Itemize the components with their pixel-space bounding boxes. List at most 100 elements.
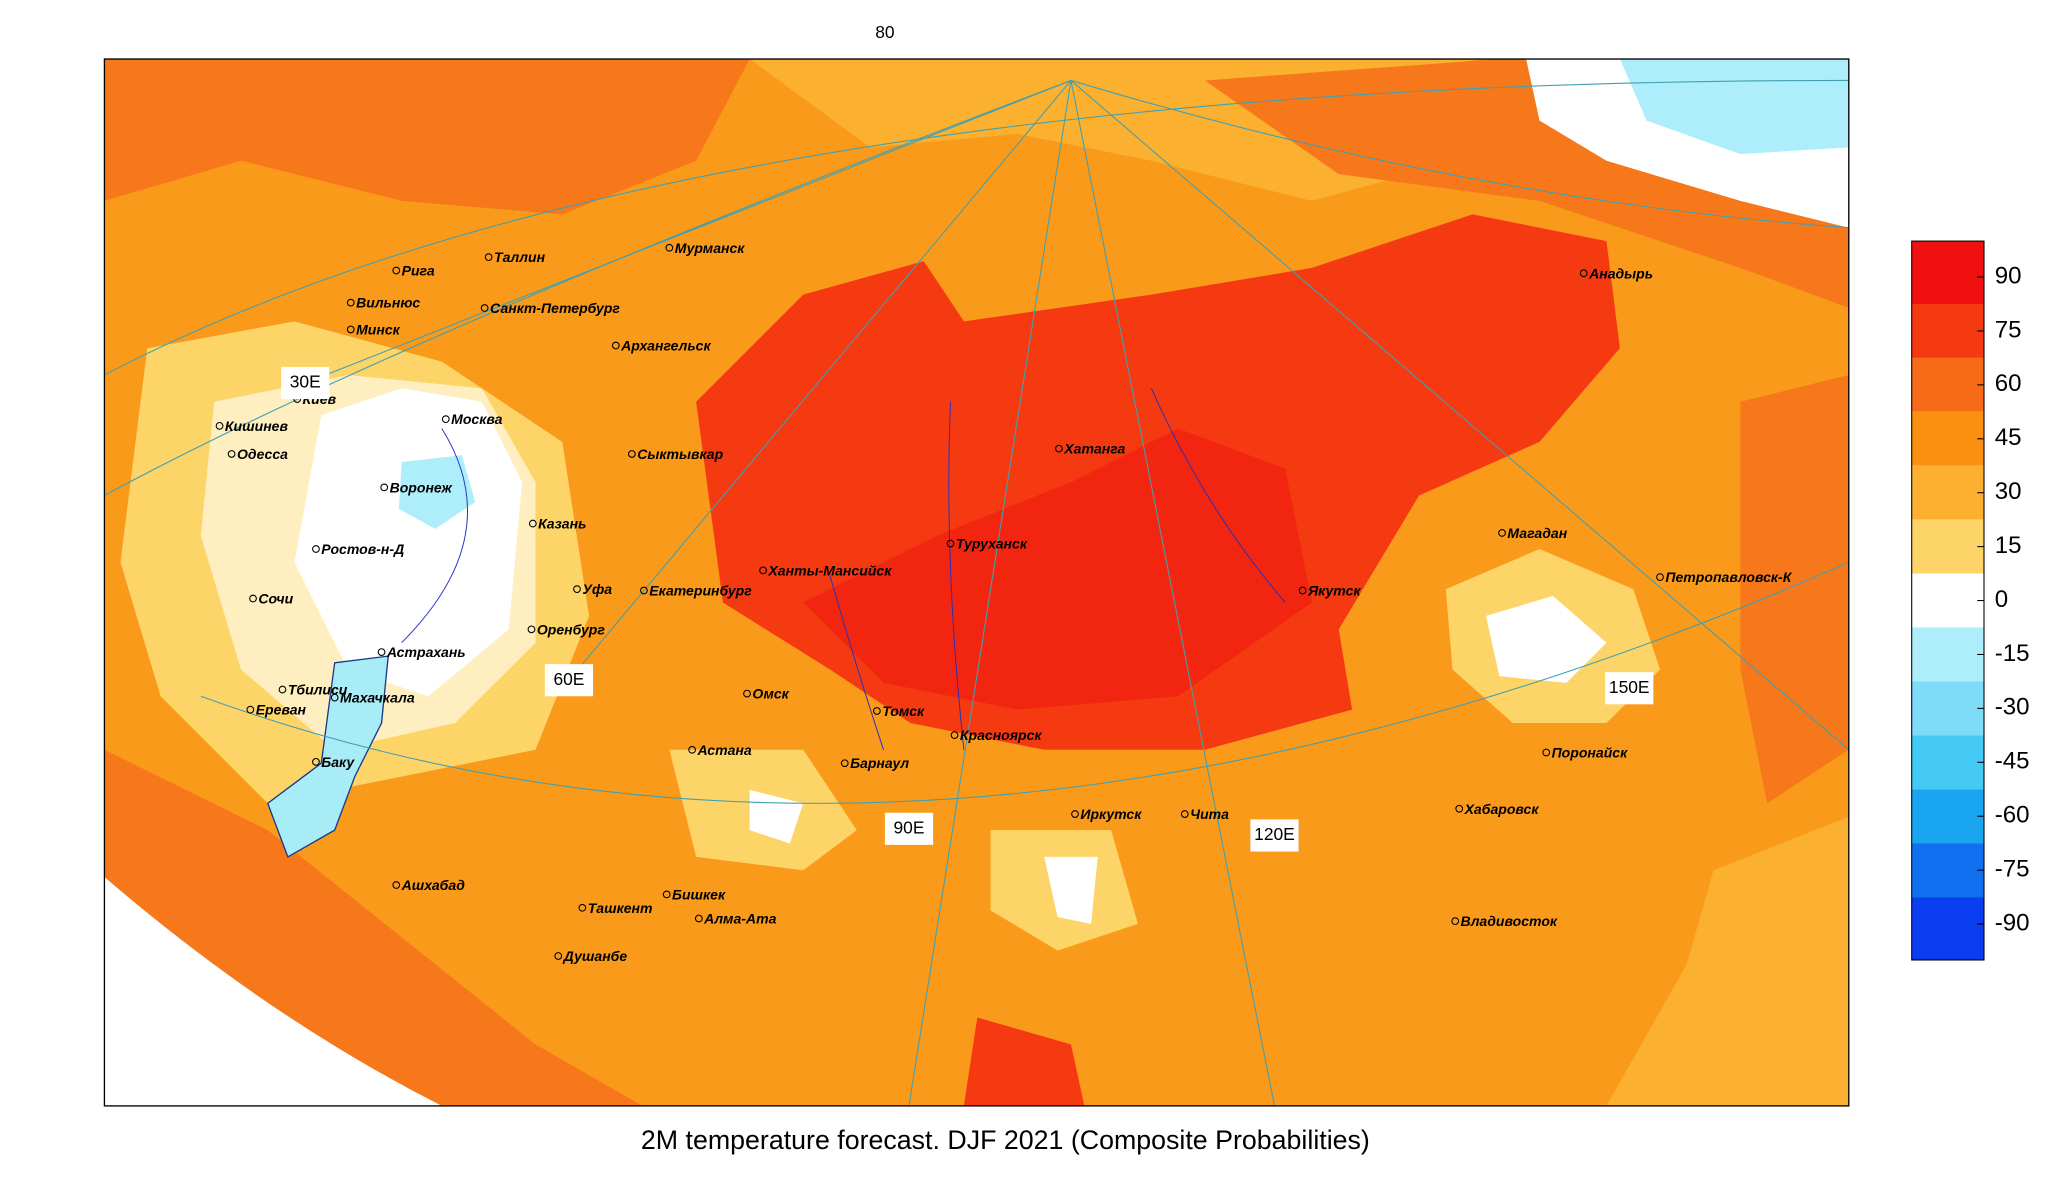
rivers	[401, 388, 1286, 750]
city-label: Одесса	[237, 446, 288, 462]
city-label: Уфа	[582, 581, 612, 597]
city-label: Архангельск	[620, 338, 711, 354]
city-marker	[743, 689, 751, 698]
city-marker	[312, 757, 320, 766]
city-marker	[215, 421, 224, 430]
title: 2M temperature forecast. DJF 2021 (Compo…	[641, 1125, 1370, 1155]
city-label: Астрахань	[386, 644, 466, 660]
city-label: Баку	[321, 754, 355, 770]
colorbar-band	[1911, 465, 1984, 520]
colorbar-band	[1911, 573, 1984, 628]
longitude-labels: 30E 60E 90E 120E 150E	[281, 366, 1654, 852]
colorbar-band	[1911, 627, 1984, 682]
colorbar-tick-label: 75	[1995, 316, 2022, 343]
city-label: Оренбург	[537, 621, 606, 637]
city-marker	[1542, 748, 1551, 757]
city-marker	[872, 707, 881, 715]
shade	[1619, 59, 1849, 155]
longitude-box	[1250, 819, 1299, 852]
colorbar-band	[1911, 843, 1984, 898]
city-marker	[1498, 529, 1506, 537]
city-label: Ереван	[256, 702, 307, 718]
colorbar-band	[1911, 241, 1984, 304]
city-label: Санкт-Петербург	[490, 300, 620, 316]
colorbar-tick-label: 45	[1995, 424, 2022, 451]
city-label: Бишкек	[672, 886, 726, 902]
city-marker	[1071, 810, 1079, 818]
longitude-label: 60E	[553, 669, 584, 689]
shade	[1485, 595, 1607, 683]
city-label: Ашхабад	[401, 877, 466, 893]
shade	[104, 876, 442, 1106]
city-marker	[554, 952, 563, 960]
city-label: Москва	[451, 411, 503, 427]
colorbar-tick-label: 60	[1995, 370, 2022, 397]
city-marker	[1055, 444, 1063, 453]
shade	[1740, 374, 1849, 804]
colorbar-tick-label: -60	[1995, 802, 2030, 829]
cities: Мурманск Таллин Рига Вильнюс Минск Санкт-Пете…	[215, 240, 1793, 964]
city-marker	[528, 519, 537, 528]
shade	[104, 59, 750, 215]
city-label: Томск	[882, 703, 925, 719]
city-marker	[377, 648, 386, 656]
colorbar-band	[1911, 303, 1984, 358]
colorbar-tick-label: 90	[1995, 262, 2022, 289]
city-label: Магадан	[1507, 525, 1567, 541]
city-label: Хабаровск	[1464, 801, 1540, 817]
city-marker	[246, 705, 255, 714]
city-marker	[573, 585, 581, 594]
shade	[1606, 816, 1849, 1106]
colorbar-tick-label: 30	[1995, 478, 2022, 505]
graticule	[104, 79, 1849, 1106]
city-marker	[611, 341, 620, 350]
city-label: Казань	[538, 516, 586, 532]
city-marker	[380, 483, 389, 492]
colorbar-band	[1911, 681, 1984, 736]
colorbar-tick-label: -75	[1995, 855, 2030, 882]
colorbar-band	[1911, 897, 1984, 960]
colorbar-tick-label: -45	[1995, 748, 2030, 775]
city-label: Владивосток	[1461, 913, 1558, 929]
city-label: Сыктывкар	[637, 446, 723, 462]
city-marker	[759, 566, 767, 575]
city-marker	[1455, 804, 1464, 813]
city-label: Красноярск	[960, 727, 1043, 743]
top-label: 80	[875, 22, 894, 42]
city-marker	[840, 759, 849, 768]
city-label: Екатеринбург	[649, 583, 752, 599]
city-marker	[346, 298, 355, 307]
city-marker	[480, 304, 489, 312]
colorbar-tick-label: -15	[1995, 640, 2030, 667]
city-marker	[330, 693, 339, 702]
city-marker	[688, 745, 697, 754]
shade	[963, 1017, 1085, 1106]
city-marker	[346, 325, 355, 334]
city-marker	[392, 881, 401, 889]
city-label: Хатанга	[1063, 441, 1125, 457]
city-marker	[662, 890, 671, 899]
city-label: Омск	[752, 686, 789, 702]
city-marker	[227, 450, 236, 458]
city-label: Туруханск	[956, 536, 1028, 552]
city-marker	[312, 545, 320, 553]
longitude-box	[281, 366, 330, 400]
colorbar-band	[1911, 519, 1984, 574]
city-marker	[946, 539, 955, 548]
colorbar-tick-label: -90	[1995, 909, 2030, 936]
city-marker	[665, 243, 674, 252]
longitude-box	[544, 664, 594, 697]
city-marker	[392, 266, 401, 275]
city-label: Барнаул	[850, 755, 909, 771]
shade	[398, 455, 476, 529]
city-marker	[1579, 269, 1588, 278]
city-label: Поронайск	[1552, 745, 1629, 761]
shade	[294, 388, 523, 697]
city-marker	[578, 903, 587, 912]
city-label: Таллин	[494, 249, 546, 265]
map-frame	[103, 58, 1850, 1107]
city-marker	[1180, 810, 1189, 818]
city-label: Ташкент	[588, 900, 653, 916]
city-marker	[249, 594, 257, 603]
